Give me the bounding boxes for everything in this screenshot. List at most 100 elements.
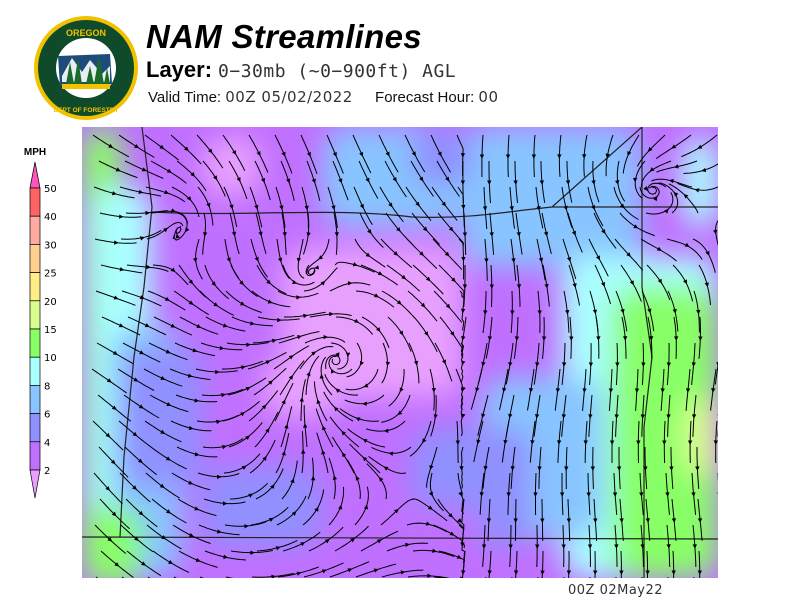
streamline-arrowhead (662, 440, 667, 445)
streamline-arrowhead (666, 544, 671, 549)
streamline-arrowhead (615, 362, 620, 367)
streamline-arrowhead (321, 569, 327, 574)
streamline-arrowhead (684, 242, 690, 248)
streamline-arrowhead (535, 544, 540, 549)
streamline-arrowhead (281, 151, 286, 157)
legend-box-25_30 (29, 244, 41, 273)
streamline-arrowhead (429, 465, 434, 470)
streamline-arrowhead (448, 512, 453, 518)
streamline-arrowhead (246, 342, 251, 347)
streamline-arrowhead (697, 570, 702, 575)
streamline-arrowhead (261, 178, 266, 183)
streamline-arrowhead (388, 202, 393, 208)
streamline-arrowhead (479, 492, 484, 497)
streamline-arrowhead (324, 538, 330, 544)
streamline-arrowhead (666, 362, 672, 367)
streamline-arrowhead (566, 518, 571, 523)
streamline-arrowhead (332, 475, 338, 481)
streamline-arrowhead (588, 362, 594, 367)
streamline-arrowhead (219, 345, 225, 351)
streamline-arrowhead (555, 388, 561, 393)
streamline-arrowhead (194, 398, 200, 403)
streamline-arrowhead (385, 151, 390, 157)
streamline-arrowhead (164, 190, 170, 195)
streamline-arrowhead (304, 205, 309, 211)
streamline-arrowhead (460, 542, 465, 547)
streamline-arrowhead (669, 466, 674, 471)
streamline-arrowhead (460, 153, 466, 158)
streamline-arrowhead (619, 203, 625, 209)
streamline-arrowhead (188, 300, 194, 305)
streamline-arrowhead (639, 492, 644, 497)
streamline-arrowhead (413, 360, 419, 366)
streamline-arrowhead (505, 154, 511, 159)
streamline-arrowhead (194, 452, 200, 457)
streamline-arrowhead (376, 539, 382, 544)
streamline-arrowhead (506, 492, 511, 497)
streamline-arrowhead (265, 427, 270, 433)
streamline-arrowhead (267, 299, 273, 304)
streamline-arrowhead (141, 561, 146, 566)
legend-box-40_50 (29, 187, 41, 217)
streamline-arrowhead (656, 246, 662, 251)
streamline-arrowhead (487, 570, 492, 575)
streamline-arrowhead (445, 303, 451, 309)
streamline-arrowhead (184, 227, 190, 233)
streamlines (91, 134, 718, 578)
streamline-arrowhead (533, 492, 538, 497)
streamline-arrowhead (355, 417, 361, 422)
streamline-arrowhead (345, 352, 351, 358)
streamline-arrowhead (537, 466, 542, 471)
legend-tick: 50 (44, 184, 57, 195)
streamline-arrowhead (330, 368, 335, 374)
legend-box-20_25 (29, 272, 41, 302)
streamline-arrowhead (286, 178, 291, 184)
streamline-arrowhead (405, 542, 410, 548)
streamline-arrowhead (502, 387, 507, 393)
streamline-arrowhead (268, 380, 273, 385)
streamline-arrowhead (671, 518, 677, 523)
streamline-arrowhead (303, 313, 308, 319)
svg-text:DEPT OF FORESTRY: DEPT OF FORESTRY (53, 107, 119, 114)
streamline-arrowhead (221, 445, 227, 450)
streamline-arrowhead (636, 440, 641, 445)
streamline-arrowhead (648, 336, 654, 341)
streamline-arrowhead (207, 148, 213, 154)
legend-box-2_4 (29, 441, 41, 471)
streamline-arrowhead (537, 310, 542, 315)
streamline-arrowhead (535, 362, 540, 367)
streamline-arrowhead (111, 511, 117, 517)
streamline-arrowhead (163, 227, 168, 233)
streamline-arrowhead (399, 387, 404, 393)
streamline-arrowhead (645, 570, 650, 575)
streamline-arrowhead (666, 414, 671, 419)
streamline-arrowhead (419, 251, 424, 256)
streamline-arrowhead (359, 151, 364, 157)
streamline-arrowhead (277, 257, 283, 263)
streamline-arrowhead (354, 318, 360, 323)
streamline-arrowhead (350, 537, 356, 543)
streamline-arrowhead (640, 414, 645, 419)
streamline-arrowhead (321, 449, 326, 455)
streamline-arrowhead (186, 196, 192, 201)
streamline-arrowhead (301, 449, 306, 454)
streamline-arrowhead (608, 388, 614, 393)
streamline-arrowhead (422, 226, 428, 232)
streamline-arrowhead (400, 570, 406, 575)
streamline-arrowhead (593, 570, 598, 575)
streamline-arrowhead (419, 176, 424, 182)
streamline-arrowhead (138, 404, 144, 409)
streamline-arrowhead (601, 281, 606, 287)
streamline-arrowhead (687, 440, 693, 445)
streamline-arrowhead (133, 377, 139, 382)
streamline-arrowhead (341, 452, 347, 458)
streamline-arrowhead (134, 536, 139, 541)
streamline-arrowhead (159, 144, 165, 150)
streamline-arrowhead (268, 517, 274, 522)
streamline-arrowhead (190, 172, 196, 177)
streamline-arrowhead (302, 423, 308, 428)
streamline-arrowhead (619, 570, 624, 575)
streamline-arrowhead (138, 189, 144, 194)
streamline-arrowhead (359, 360, 364, 366)
streamline-arrowhead (194, 506, 200, 511)
